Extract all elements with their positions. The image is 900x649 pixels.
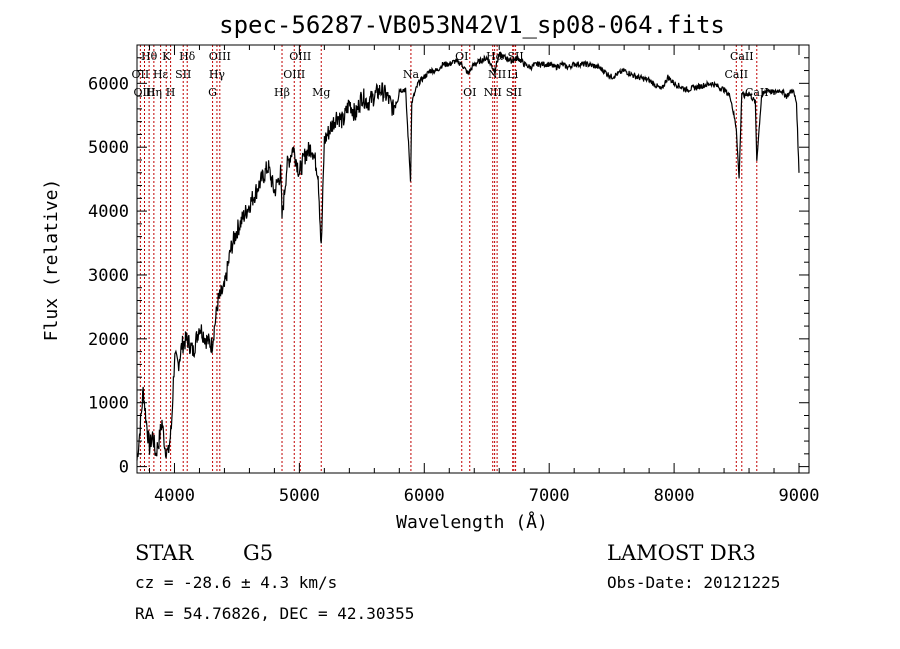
y-tick-label: 6000 bbox=[88, 74, 129, 94]
spectral-line-label: Hε bbox=[153, 68, 169, 81]
spectral-line-labels: HθOIIOIIIHηHεKHSIIHδGHγOIIIHβOIIIOIIIMgN… bbox=[132, 50, 769, 99]
spectral-line-label: Hβ bbox=[274, 86, 290, 99]
x-tick-label: 9000 bbox=[779, 486, 820, 506]
x-tick-label: 8000 bbox=[654, 486, 695, 506]
spectral-line-label: Hθ bbox=[141, 50, 158, 63]
spectral-line-label: Hγ bbox=[209, 68, 226, 81]
y-axis: 0 1000 2000 3000 4000 5000 6000 bbox=[88, 57, 809, 478]
y-tick-label: 5000 bbox=[88, 138, 129, 158]
spectral-line-label: H bbox=[166, 86, 176, 99]
spectral-line-label: CaII bbox=[730, 50, 754, 63]
x-tick-label: 6000 bbox=[404, 486, 445, 506]
object-class: STAR bbox=[135, 541, 194, 565]
x-axis: 4000 5000 6000 7000 8000 9000 bbox=[148, 45, 820, 506]
spectral-line-label: Hη bbox=[146, 86, 162, 99]
x-tick-label: 7000 bbox=[529, 486, 570, 506]
spectral-line-label: Mg bbox=[312, 86, 330, 99]
spectral-line-label: OII bbox=[132, 68, 150, 81]
spectral-line-label: G bbox=[208, 86, 217, 99]
x-tick-label: 4000 bbox=[154, 486, 195, 506]
y-tick-label: 0 bbox=[119, 458, 129, 478]
coordinates: RA = 54.76826, DEC = 42.30355 bbox=[135, 604, 414, 623]
y-tick-label: 1000 bbox=[88, 394, 129, 414]
x-axis-label: Wavelength (Å) bbox=[396, 511, 548, 533]
spectral-line-label: Na bbox=[403, 68, 420, 81]
y-tick-label: 3000 bbox=[88, 266, 129, 286]
x-tick-label: 5000 bbox=[279, 486, 320, 506]
y-tick-label: 2000 bbox=[88, 330, 129, 350]
plot-frame bbox=[136, 44, 810, 474]
survey-name: LAMOST DR3 bbox=[607, 541, 756, 565]
redshift-cz: cz = -28.6 ± 4.3 km/s bbox=[135, 573, 337, 592]
spectral-line-label: OIII bbox=[289, 50, 311, 63]
spectral-line-label: OI bbox=[463, 86, 476, 99]
y-axis-label: Flux (relative) bbox=[41, 179, 62, 342]
spectral-line-label: K bbox=[162, 50, 171, 63]
spectral-line-label: SII bbox=[175, 68, 191, 81]
y-tick-label: 4000 bbox=[88, 202, 129, 222]
spectral-line-label: NII bbox=[484, 86, 502, 99]
chart-title: spec-56287-VB053N42V1_sp08-064.fits bbox=[219, 11, 725, 39]
obs-date: Obs-Date: 20121225 bbox=[607, 573, 780, 592]
spectral-line-label: Li bbox=[507, 68, 518, 81]
spectral-line-label: OIII bbox=[283, 68, 305, 81]
spectral-line-label: Hδ bbox=[179, 50, 196, 63]
spectral-line-label: OIII bbox=[209, 50, 231, 63]
object-subclass: G5 bbox=[243, 541, 273, 565]
spectrum-series-line bbox=[136, 51, 800, 461]
spectral-line-markers bbox=[139, 45, 758, 473]
spectral-line-label: SII bbox=[506, 86, 522, 99]
spectral-line-label: CaII bbox=[724, 68, 748, 81]
spectral-line-label: NII bbox=[488, 68, 506, 81]
